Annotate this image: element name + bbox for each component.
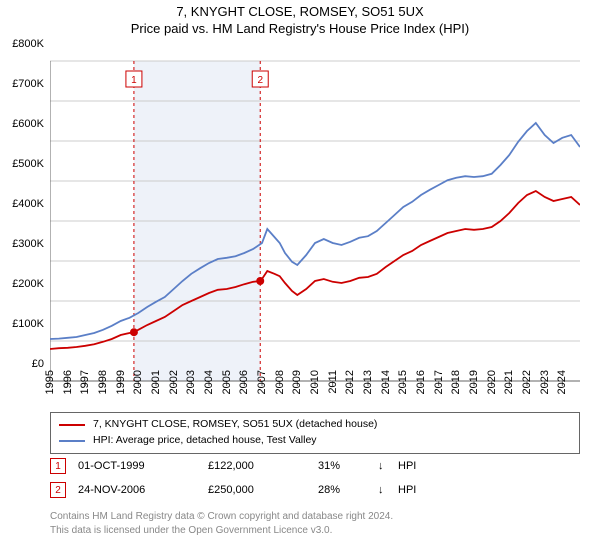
y-axis-tick-label: £700K	[12, 78, 44, 90]
marker-table-row: 1 01-OCT-1999£122,00031%↓HPI	[50, 454, 580, 478]
y-axis-tick-label: £200K	[12, 278, 44, 290]
y-axis-tick-label: £800K	[12, 38, 44, 50]
footer-line-2: This data is licensed under the Open Gov…	[50, 524, 580, 538]
y-axis-tick-label: £0	[32, 358, 44, 370]
marker-table-row: 2 24-NOV-2006£250,00028%↓HPI	[50, 478, 580, 502]
x-axis-tick-label: 1998	[97, 370, 109, 394]
down-arrow-icon: ↓	[378, 484, 398, 496]
legend-row-hpi: HPI: Average price, detached house, Test…	[59, 433, 571, 449]
marker-hpi-label: HPI	[398, 460, 416, 472]
x-axis-tick-label: 2008	[274, 370, 286, 394]
x-axis-tick-label: 1995	[44, 370, 56, 394]
y-axis-labels: £0£100K£200K£300K£400K£500K£600K£700K£80…	[0, 44, 48, 364]
x-axis-tick-label: 2015	[397, 370, 409, 394]
x-axis-tick-label: 2006	[238, 370, 250, 394]
y-axis-tick-label: £600K	[12, 118, 44, 130]
marker-pct: 31%	[318, 460, 378, 472]
x-axis-tick-label: 2014	[380, 370, 392, 394]
marker-hpi-label: HPI	[398, 484, 416, 496]
legend-row-property: 7, KNYGHT CLOSE, ROMSEY, SO51 5UX (detac…	[59, 417, 571, 433]
marker-badge: 1	[50, 458, 66, 474]
x-axis-tick-label: 1997	[79, 370, 91, 394]
x-axis-tick-label: 2021	[503, 370, 515, 394]
x-axis-tick-label: 2017	[433, 370, 445, 394]
chart-plot-area: 12	[50, 44, 580, 404]
x-axis-labels: 1995199619971998199920002001200220032004…	[50, 370, 580, 410]
x-axis-tick-label: 2018	[450, 370, 462, 394]
legend-label-hpi: HPI: Average price, detached house, Test…	[93, 433, 317, 449]
x-axis-tick-label: 2022	[521, 370, 533, 394]
marker-badge: 2	[50, 482, 66, 498]
x-axis-tick-label: 2023	[539, 370, 551, 394]
svg-text:1: 1	[131, 75, 137, 86]
marker-price: £250,000	[208, 484, 318, 496]
x-axis-tick-label: 2019	[468, 370, 480, 394]
title-line-1: 7, KNYGHT CLOSE, ROMSEY, SO51 5UX	[0, 4, 600, 19]
y-axis-tick-label: £100K	[12, 318, 44, 330]
x-axis-tick-label: 2009	[291, 370, 303, 394]
x-axis-tick-label: 2016	[415, 370, 427, 394]
x-axis-tick-label: 1999	[115, 370, 127, 394]
x-axis-tick-label: 2012	[344, 370, 356, 394]
x-axis-tick-label: 2020	[486, 370, 498, 394]
x-axis-tick-label: 2000	[132, 370, 144, 394]
legend-swatch-hpi	[59, 440, 85, 442]
marker-pct: 28%	[318, 484, 378, 496]
marker-date: 01-OCT-1999	[78, 460, 208, 472]
x-axis-tick-label: 2001	[150, 370, 162, 394]
legend-label-property: 7, KNYGHT CLOSE, ROMSEY, SO51 5UX (detac…	[93, 417, 377, 433]
x-axis-tick-label: 2011	[327, 370, 339, 394]
y-axis-tick-label: £400K	[12, 198, 44, 210]
footer-line-1: Contains HM Land Registry data © Crown c…	[50, 510, 580, 524]
marker-price: £122,000	[208, 460, 318, 472]
legend-box: 7, KNYGHT CLOSE, ROMSEY, SO51 5UX (detac…	[50, 412, 580, 454]
svg-text:2: 2	[257, 75, 263, 86]
chart-svg: 12	[50, 44, 580, 404]
y-axis-tick-label: £500K	[12, 158, 44, 170]
x-axis-tick-label: 2010	[309, 370, 321, 394]
legend-swatch-property	[59, 424, 85, 426]
title-block: 7, KNYGHT CLOSE, ROMSEY, SO51 5UX Price …	[0, 0, 600, 38]
footer-attribution: Contains HM Land Registry data © Crown c…	[50, 510, 580, 537]
x-axis-tick-label: 2013	[362, 370, 374, 394]
x-axis-tick-label: 2007	[256, 370, 268, 394]
x-axis-tick-label: 2004	[203, 370, 215, 394]
marker-table: 1 01-OCT-1999£122,00031%↓HPI 2 24-NOV-2006£…	[50, 454, 580, 502]
marker-date: 24-NOV-2006	[78, 484, 208, 496]
chart-container: 7, KNYGHT CLOSE, ROMSEY, SO51 5UX Price …	[0, 0, 600, 560]
x-axis-tick-label: 1996	[62, 370, 74, 394]
x-axis-tick-label: 2002	[168, 370, 180, 394]
title-line-2: Price paid vs. HM Land Registry's House …	[0, 21, 600, 36]
x-axis-tick-label: 2024	[556, 370, 568, 394]
x-axis-tick-label: 2003	[185, 370, 197, 394]
down-arrow-icon: ↓	[378, 460, 398, 472]
y-axis-tick-label: £300K	[12, 238, 44, 250]
x-axis-tick-label: 2005	[221, 370, 233, 394]
